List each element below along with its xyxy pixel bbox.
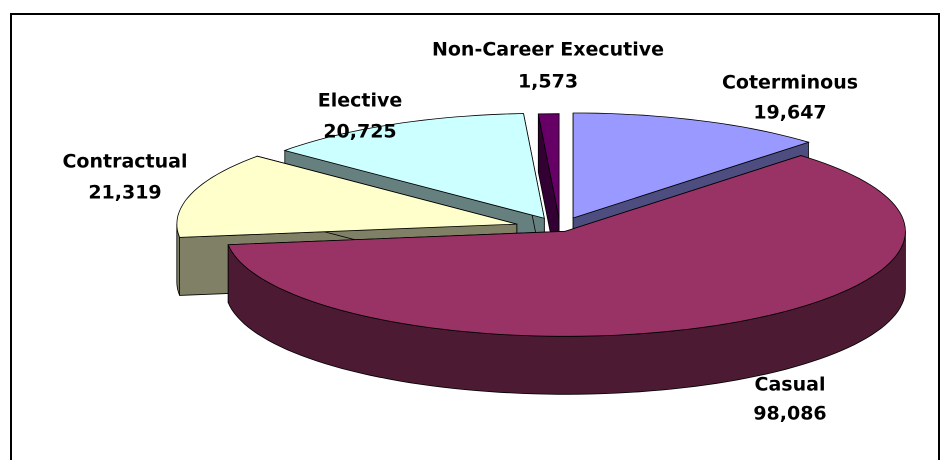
slice-value-label: 21,319 bbox=[88, 182, 161, 204]
slice-label: Casual bbox=[755, 374, 826, 396]
slice bbox=[227, 155, 906, 337]
slice-label: Elective bbox=[318, 90, 403, 112]
slice bbox=[572, 112, 810, 219]
slice-value-label: 98,086 bbox=[753, 403, 826, 425]
slice bbox=[283, 113, 545, 219]
slice bbox=[537, 113, 560, 219]
slice-label: Coterminous bbox=[722, 72, 858, 94]
slice-label: Non-Career Executive bbox=[432, 39, 664, 61]
slice-label: Contractual bbox=[62, 151, 187, 173]
slice-value-label: 20,725 bbox=[323, 121, 396, 143]
slice bbox=[176, 155, 517, 238]
slice-value-label: 1,573 bbox=[518, 71, 578, 93]
slice-value-label: 19,647 bbox=[753, 102, 826, 124]
